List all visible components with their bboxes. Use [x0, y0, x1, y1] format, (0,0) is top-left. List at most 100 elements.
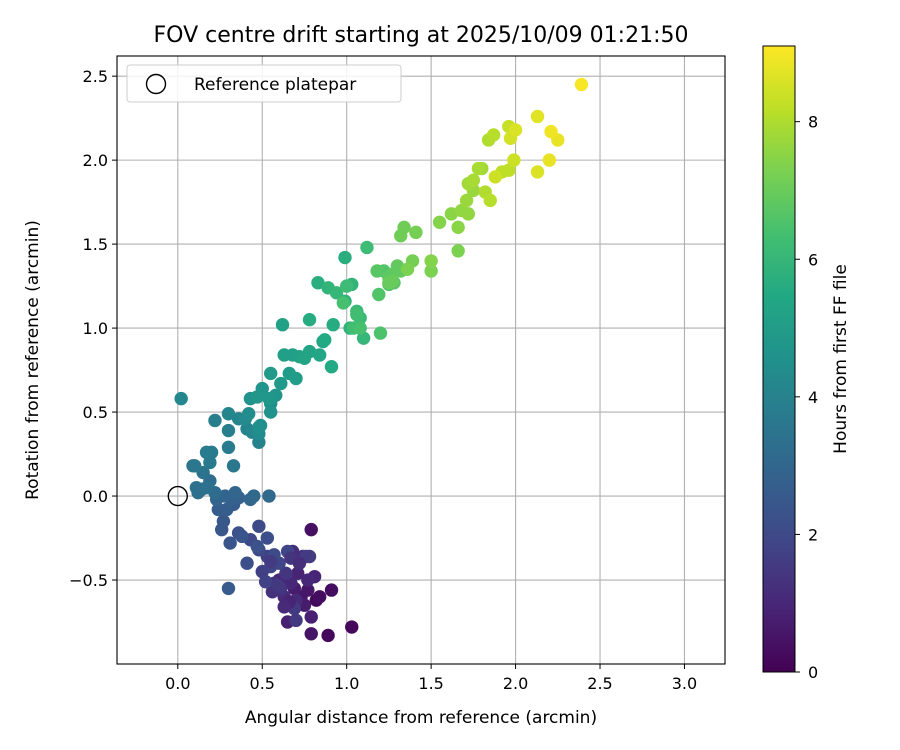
data-point — [262, 489, 276, 503]
data-points — [174, 77, 589, 643]
y-tick-label: 2.5 — [83, 67, 108, 86]
legend-box — [126, 64, 402, 103]
colorbar-tick-label: 8 — [808, 113, 818, 132]
chart-title: FOV centre drift starting at 2025/10/09 … — [154, 23, 689, 48]
data-point — [370, 264, 384, 278]
y-tick-label: 0.5 — [83, 403, 108, 422]
data-point — [297, 351, 312, 366]
data-point — [373, 326, 388, 340]
data-point — [292, 556, 307, 570]
data-point — [304, 522, 318, 537]
x-axis-label: Angular distance from reference (arcmin) — [245, 708, 597, 728]
y-tick-label: 1.5 — [83, 235, 108, 254]
data-point — [542, 153, 557, 167]
data-point — [424, 264, 438, 278]
data-point — [432, 215, 447, 229]
y-tick-label: 2.0 — [83, 151, 108, 170]
data-point — [260, 531, 275, 545]
data-point — [263, 554, 278, 569]
y-axis-label: Rotation from reference (arcmin) — [23, 220, 43, 500]
data-point — [226, 459, 241, 473]
y-tick-label: −0.5 — [69, 571, 108, 590]
data-point — [530, 109, 545, 124]
data-point — [302, 312, 317, 327]
data-point — [291, 566, 305, 581]
x-tick-label: 2.0 — [503, 674, 528, 693]
data-point — [223, 536, 237, 550]
data-point — [304, 627, 318, 641]
x-axis-ticks: 0.0 0.5 1.0 1.5 2.0 2.5 3.0 — [165, 664, 697, 693]
y-tick-label: 0.0 — [83, 487, 108, 506]
data-point — [324, 360, 339, 374]
colorbar-gradient — [762, 45, 796, 673]
data-point — [451, 220, 465, 235]
data-point — [508, 123, 523, 137]
x-tick-label: 0.0 — [165, 674, 190, 693]
data-point — [488, 170, 503, 184]
data-point — [400, 262, 415, 277]
data-point — [211, 502, 226, 517]
data-point — [339, 279, 354, 293]
data-point — [454, 203, 469, 218]
data-point — [311, 276, 325, 290]
data-point — [304, 610, 318, 624]
data-point — [242, 407, 256, 421]
data-point — [544, 124, 558, 139]
data-point — [329, 286, 344, 300]
data-point — [409, 225, 423, 240]
data-point — [471, 161, 486, 176]
data-point — [338, 250, 352, 265]
data-point — [507, 153, 521, 167]
data-point — [250, 390, 264, 404]
x-tick-label: 2.5 — [587, 674, 612, 693]
x-tick-label: 3.0 — [672, 674, 697, 693]
data-point — [252, 420, 266, 434]
data-point — [353, 321, 367, 335]
legend: Reference platepar — [126, 64, 402, 103]
data-point — [235, 529, 249, 544]
data-point — [451, 244, 465, 258]
data-point — [263, 405, 278, 419]
data-point — [199, 480, 214, 495]
data-point — [218, 489, 232, 503]
data-point — [240, 556, 254, 570]
data-point — [466, 173, 481, 187]
data-point — [394, 229, 408, 243]
data-point — [174, 391, 188, 406]
colorbar-tick-label: 6 — [808, 250, 818, 269]
data-point — [321, 628, 335, 643]
data-point — [289, 613, 303, 628]
data-point — [459, 193, 474, 208]
data-point — [263, 366, 278, 381]
data-point — [274, 376, 288, 391]
data-point — [350, 307, 364, 322]
data-point — [277, 600, 291, 614]
data-point — [199, 445, 214, 460]
data-point — [203, 455, 217, 470]
data-point — [324, 583, 339, 597]
data-point — [301, 573, 315, 587]
grid-lines — [117, 56, 725, 664]
data-point — [345, 620, 359, 634]
data-point — [216, 514, 231, 528]
data-point — [318, 333, 332, 347]
plot-frame — [116, 55, 726, 665]
colorbar-ticks: 0 2 4 6 8 — [795, 113, 818, 682]
data-point — [279, 566, 293, 581]
colorbar-tick-label: 4 — [808, 388, 818, 407]
data-point — [221, 423, 236, 438]
data-point — [360, 240, 374, 255]
colorbar: 0 2 4 6 8 Hours from first FF file — [762, 45, 851, 682]
data-point — [284, 576, 298, 591]
data-point — [189, 480, 204, 495]
data-point — [247, 489, 261, 503]
colorbar-tick-label: 0 — [808, 663, 818, 682]
data-point — [312, 590, 327, 604]
data-point — [390, 259, 405, 273]
data-point — [336, 296, 351, 310]
data-point — [275, 318, 290, 332]
data-point — [289, 371, 303, 386]
colorbar-tick-label: 2 — [808, 525, 818, 544]
data-point — [252, 519, 266, 533]
